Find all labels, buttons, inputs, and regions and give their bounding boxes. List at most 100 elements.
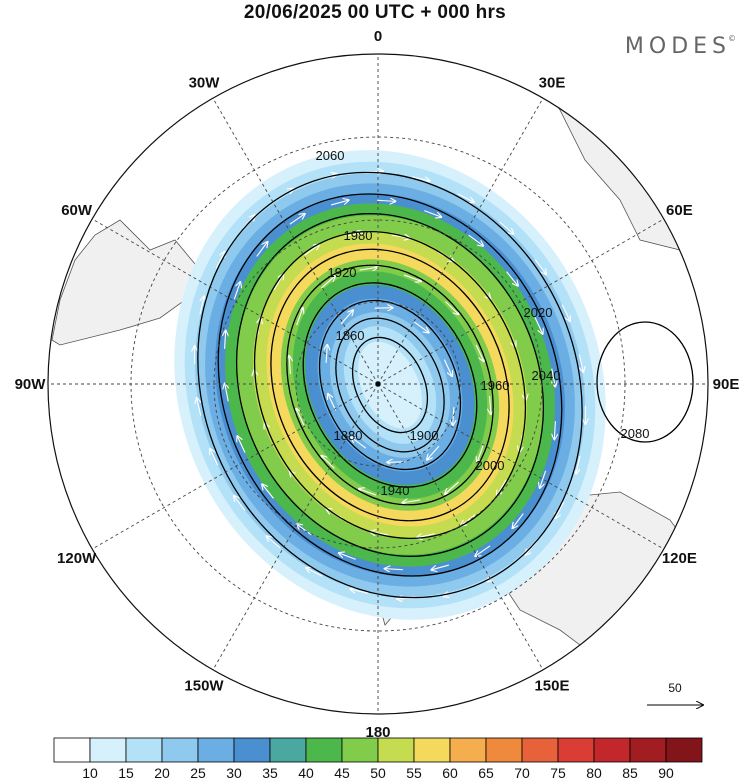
wind-arrow bbox=[273, 274, 283, 291]
wind-arrow bbox=[445, 481, 459, 494]
wind-arrow bbox=[540, 470, 547, 488]
wind-arrow bbox=[345, 232, 364, 237]
logo-text: MODES bbox=[624, 34, 731, 59]
wind-arrow bbox=[475, 545, 491, 556]
wind-arrow bbox=[424, 210, 441, 217]
colorbar-swatch bbox=[593, 737, 631, 763]
wind-arrow bbox=[457, 193, 474, 202]
colorbar-tick-label: 85 bbox=[622, 765, 638, 781]
map-disk bbox=[48, 54, 708, 714]
wind-arrow bbox=[328, 394, 337, 411]
colorbar-tick-label: 70 bbox=[514, 765, 530, 781]
meridian bbox=[377, 97, 544, 385]
wind-arrow bbox=[289, 356, 290, 375]
colorbar-tick-label: 30 bbox=[226, 765, 242, 781]
wind-arrow bbox=[552, 368, 555, 387]
colorbar-tick-label: 65 bbox=[478, 765, 494, 781]
colorbar-swatch bbox=[233, 737, 271, 763]
meridian bbox=[377, 383, 544, 671]
colorbar-tick-label: 55 bbox=[406, 765, 422, 781]
colorbar-tick-label: 90 bbox=[658, 765, 674, 781]
height-contour bbox=[197, 171, 583, 599]
colorbar-swatch bbox=[305, 737, 343, 763]
high-pressure-patch bbox=[608, 325, 692, 435]
contour-label: 2080 bbox=[621, 426, 650, 441]
wind-speed-band bbox=[358, 341, 422, 429]
contour-label: 1900 bbox=[410, 428, 439, 443]
geopotential-contours bbox=[197, 171, 694, 599]
wind-arrow bbox=[326, 345, 327, 363]
longitude-label: 90E bbox=[713, 376, 740, 393]
colorbar-tick-label: 45 bbox=[334, 765, 350, 781]
longitude-label: 0 bbox=[374, 28, 382, 45]
meridian bbox=[91, 218, 379, 385]
wind-arrow bbox=[339, 553, 356, 560]
height-contour bbox=[286, 264, 494, 506]
contour-label: 1940 bbox=[381, 483, 410, 498]
colorbar-swatch bbox=[377, 737, 415, 763]
wind-arrow bbox=[359, 489, 377, 496]
contour-label: 1880 bbox=[334, 428, 363, 443]
wind-arrow bbox=[289, 214, 305, 225]
wind-arrow bbox=[350, 589, 369, 594]
longitude-label: 90W bbox=[15, 376, 47, 393]
wind-arrow bbox=[576, 455, 581, 474]
longitude-label: 180 bbox=[365, 724, 390, 741]
colorbar-swatch bbox=[521, 737, 559, 763]
reference-vector: 50 bbox=[647, 681, 703, 705]
wind-arrow bbox=[417, 533, 435, 538]
wind-arrow bbox=[256, 242, 268, 257]
wind-arrow bbox=[513, 513, 524, 528]
colorbar-swatch bbox=[485, 737, 523, 763]
height-contour bbox=[235, 213, 545, 557]
wind-arrow bbox=[233, 282, 240, 300]
contour-label: 1860 bbox=[336, 328, 365, 343]
colorbar-tick-label: 60 bbox=[442, 765, 458, 781]
wind-arrow bbox=[506, 271, 518, 286]
longitude-label: 60W bbox=[61, 202, 93, 219]
wind-arrow bbox=[475, 344, 484, 361]
wind-arrow bbox=[556, 501, 565, 518]
longitude-labels: 0 30E 60E 90E 120E 150E 180 150W 120W 90W 60W 30W bbox=[15, 28, 740, 741]
colorbar-tick-label: 40 bbox=[298, 765, 314, 781]
meridian bbox=[212, 383, 379, 671]
wind-arrow bbox=[237, 436, 246, 453]
colorbar-swatch bbox=[449, 737, 487, 763]
colorbar-tick-label: 80 bbox=[586, 765, 602, 781]
wind-arrow bbox=[304, 244, 319, 256]
height-contour-2080 bbox=[596, 321, 694, 443]
wind-arrow bbox=[321, 276, 335, 289]
colorbar-swatch bbox=[89, 737, 127, 763]
contour-label: 1980 bbox=[344, 228, 373, 243]
colorbar: 10 15 20 25 30 35 40 45 50 55 60 65 70 75 80 85 90 bbox=[53, 737, 703, 781]
colorbar-tick-label: 75 bbox=[550, 765, 566, 781]
wind-arrow bbox=[403, 500, 421, 503]
meridian bbox=[212, 97, 379, 385]
wind-arrow bbox=[377, 200, 395, 201]
wind-arrow bbox=[262, 484, 274, 499]
wind-arrow bbox=[427, 445, 440, 459]
meridian bbox=[377, 383, 665, 550]
colorbar-tick-label: 25 bbox=[190, 765, 206, 781]
wind-arrow bbox=[197, 398, 202, 416]
wind-arrow bbox=[461, 514, 476, 526]
wind-arrow bbox=[351, 437, 367, 449]
height-contour bbox=[217, 193, 563, 577]
height-contour bbox=[318, 299, 462, 471]
wind-arrow bbox=[385, 569, 403, 570]
longitude-label: 30W bbox=[189, 75, 221, 92]
contour-label: 1960 bbox=[481, 378, 510, 393]
wind-arrow bbox=[431, 564, 449, 570]
meridian bbox=[91, 383, 379, 550]
contour-label: 2040 bbox=[532, 368, 561, 383]
colorbar-swatch bbox=[629, 737, 667, 763]
colorbar-swatch bbox=[53, 737, 91, 763]
wind-arrow bbox=[322, 456, 335, 469]
longitude-label: 30E bbox=[539, 75, 566, 92]
contour-label: 2020 bbox=[524, 305, 553, 320]
wind-arrow bbox=[359, 267, 378, 270]
wind-arrow bbox=[297, 524, 312, 536]
wind-arrow bbox=[296, 409, 305, 426]
wind-arrow bbox=[306, 568, 323, 577]
